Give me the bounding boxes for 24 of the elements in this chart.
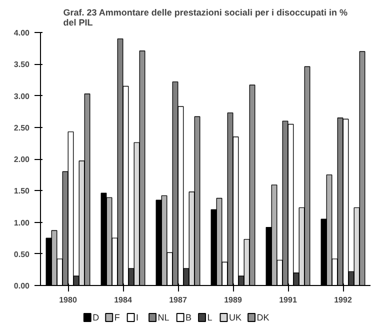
legend-label: D: [92, 312, 100, 322]
y-tick-label: 2.50: [14, 123, 30, 132]
y-tick-label: 2.00: [14, 155, 30, 164]
x-tick-label: 1989: [224, 296, 242, 304]
legend-label: UK: [228, 312, 242, 322]
legend-label: NL: [158, 312, 170, 322]
y-tick-label: 3.00: [14, 92, 30, 101]
y-tick-label: 0.00: [14, 282, 30, 290]
x-tick-label: 1991: [279, 296, 298, 304]
chart-title: Graf. 23 Ammontare delle prestazioni sociali per i disoccupati in % del PIL: [63, 8, 348, 28]
legend-label: F: [114, 312, 120, 322]
legend-label: DK: [256, 312, 270, 322]
y-tick-label: 1.00: [14, 218, 30, 228]
y-tick-label: 3.50: [14, 60, 30, 70]
legend-label: I: [136, 312, 139, 322]
x-tick-label: 1980: [59, 296, 78, 304]
x-tick-label: 1984: [114, 296, 132, 304]
y-tick-label: 0.50: [14, 250, 30, 259]
legend-label: B: [186, 312, 192, 322]
y-tick-label: 1.50: [14, 186, 30, 196]
legend-label: L: [207, 312, 212, 322]
x-tick-label: 1987: [169, 296, 188, 304]
y-tick-label: 4.00: [14, 28, 30, 38]
x-tick-label: 1992: [334, 296, 352, 304]
